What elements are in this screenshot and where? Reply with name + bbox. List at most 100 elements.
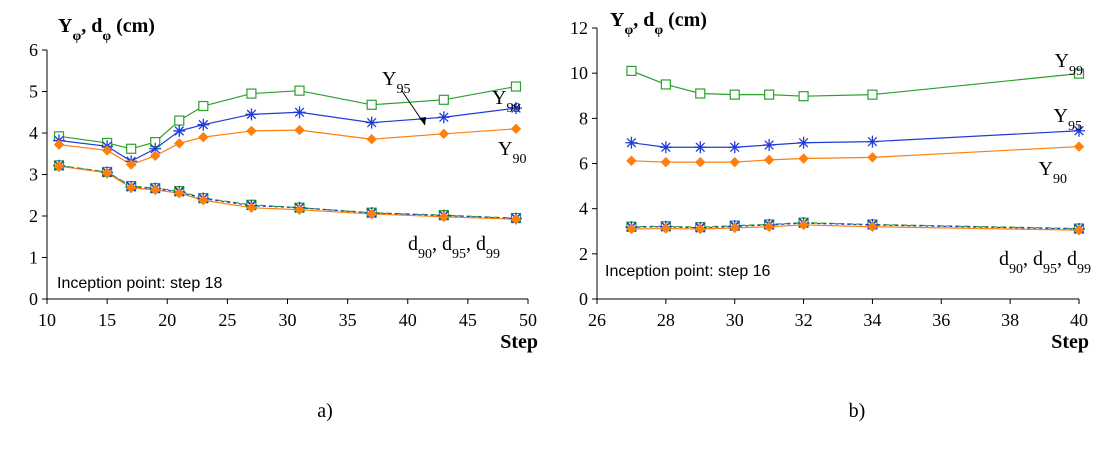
- series-label-Y90: Y90: [1039, 158, 1067, 187]
- point-Y99: [660, 79, 671, 90]
- point-d90: [174, 187, 185, 199]
- point-d90: [1073, 224, 1085, 236]
- point-Y99: [438, 94, 449, 105]
- point-Y90: [438, 128, 450, 140]
- point-d90: [53, 160, 65, 172]
- x-tick-label: 15: [98, 310, 116, 330]
- point-Y90: [729, 156, 740, 168]
- annotation-arrow-head: [419, 117, 426, 125]
- series-line-Y90: [631, 145, 1080, 163]
- series-label-d: d90, d95, d99: [999, 248, 1091, 277]
- x-tick-label: 40: [399, 310, 417, 330]
- point-Y99: [764, 89, 775, 100]
- series-label-Y90: Y90: [498, 138, 526, 167]
- point-Y95: [365, 116, 378, 129]
- point-Y95: [197, 118, 210, 131]
- point-Y99: [1073, 68, 1085, 79]
- y-tick-label: 2: [29, 206, 38, 226]
- point-Y90: [150, 150, 161, 162]
- point-Y90: [198, 131, 209, 143]
- point-Y90: [53, 139, 65, 150]
- point-Y90: [366, 134, 377, 145]
- point-Y99: [729, 89, 740, 100]
- point-d90: [660, 223, 672, 234]
- point-Y99: [198, 100, 209, 112]
- series-label-Y95: Y95: [1054, 105, 1082, 134]
- x-tick-label: 28: [657, 310, 675, 330]
- series-line-d90: [631, 224, 1080, 231]
- point-d90: [150, 184, 161, 196]
- point-Y90: [294, 124, 305, 136]
- point-Y95: [437, 111, 450, 124]
- point-Y90: [174, 138, 185, 149]
- point-d90: [294, 204, 305, 215]
- point-d90: [101, 167, 113, 179]
- point-Y95: [149, 142, 162, 155]
- point-Y95: [694, 141, 707, 154]
- x-tick-label: 50: [519, 310, 537, 330]
- y-tick-label: 3: [29, 165, 38, 185]
- x-axis-label: Step: [1051, 331, 1089, 353]
- series-label-Y95: Y95: [382, 68, 410, 97]
- y-axis-label: Yφ, dφ (cm): [610, 9, 707, 38]
- inception-note: Inception point: step 16: [605, 263, 771, 280]
- point-d90: [438, 211, 450, 223]
- point-d90: [366, 208, 377, 220]
- point-Y95: [625, 136, 638, 149]
- point-d90: [198, 195, 209, 206]
- point-Y95: [866, 135, 879, 148]
- x-tick-label: 36: [932, 310, 950, 330]
- series-label-Y99: Y99: [1055, 50, 1083, 79]
- point-Y95: [763, 138, 776, 151]
- point-Y95: [245, 108, 258, 121]
- y-tick-label: 2: [579, 244, 588, 264]
- point-Y90: [125, 159, 137, 170]
- point-d90: [626, 223, 637, 235]
- x-tick-label: 26: [588, 310, 606, 330]
- point-Y95: [293, 106, 306, 119]
- point-d90: [695, 223, 706, 235]
- point-Y95: [797, 136, 810, 149]
- y-tick-label: 5: [29, 82, 38, 102]
- point-Y99: [174, 115, 185, 126]
- point-Y95: [1073, 124, 1085, 137]
- point-Y99: [366, 99, 377, 110]
- point-Y90: [695, 156, 706, 168]
- panel-label: b): [849, 400, 866, 422]
- y-tick-label: 8: [579, 108, 588, 128]
- point-Y99: [626, 65, 637, 77]
- point-Y95: [728, 141, 741, 154]
- point-Y99: [246, 88, 257, 99]
- point-Y99: [126, 143, 137, 154]
- point-Y90: [626, 155, 637, 166]
- x-tick-label: 30: [279, 310, 297, 330]
- x-tick-label: 32: [795, 310, 813, 330]
- point-Y90: [798, 153, 809, 164]
- inception-note: Inception point: step 18: [57, 275, 223, 292]
- point-d90: [125, 182, 137, 193]
- x-axis-label: Step: [500, 331, 538, 353]
- y-tick-label: 10: [570, 63, 588, 83]
- panel-label: a): [317, 400, 333, 422]
- y-tick-label: 6: [29, 40, 38, 60]
- y-tick-label: 12: [570, 18, 588, 38]
- x-tick-label: 45: [459, 310, 477, 330]
- point-d90: [246, 202, 257, 213]
- series-line-d95: [631, 222, 1080, 230]
- x-tick-label: 25: [218, 310, 236, 330]
- point-d90: [510, 214, 522, 225]
- y-tick-label: 4: [29, 123, 38, 143]
- point-Y90: [660, 156, 672, 168]
- y-axis-label: Yφ, dφ (cm): [58, 15, 155, 44]
- point-Y99: [695, 88, 706, 99]
- point-d90: [798, 219, 809, 231]
- point-Y90: [246, 125, 257, 137]
- point-Y90: [1073, 141, 1085, 152]
- point-Y90: [763, 154, 775, 166]
- series-line-Y99: [631, 70, 1080, 97]
- point-Y99: [867, 89, 878, 100]
- point-d90: [729, 222, 740, 234]
